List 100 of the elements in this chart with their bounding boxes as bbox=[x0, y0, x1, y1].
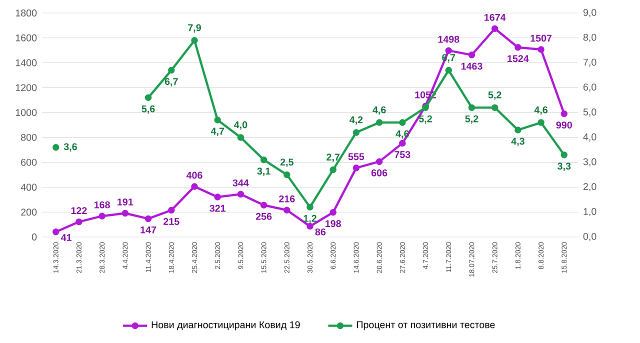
data-label: 168 bbox=[94, 201, 110, 208]
point bbox=[191, 183, 198, 190]
point bbox=[491, 25, 498, 32]
point bbox=[284, 171, 290, 178]
legend-label: Процент от позитивни тестове bbox=[356, 321, 495, 330]
data-label: 5,6 bbox=[142, 105, 155, 114]
data-label: 1463 bbox=[461, 62, 482, 70]
point bbox=[306, 204, 314, 211]
point bbox=[237, 134, 244, 141]
y-tick-label: 0 bbox=[32, 234, 37, 240]
point bbox=[260, 156, 268, 164]
point bbox=[52, 144, 60, 151]
point bbox=[168, 206, 175, 214]
data-label: 4,6 bbox=[534, 106, 548, 115]
y2-tick-label: 5,0 bbox=[583, 108, 596, 117]
point bbox=[168, 66, 175, 74]
point bbox=[538, 119, 544, 126]
data-label: 4,6 bbox=[372, 106, 386, 115]
point bbox=[237, 190, 244, 198]
data-label: 4,2 bbox=[350, 116, 363, 125]
point bbox=[468, 52, 476, 58]
data-label: 41 bbox=[60, 234, 72, 241]
data-label: 216 bbox=[279, 195, 295, 202]
point bbox=[330, 208, 336, 216]
y-tick-label: 400 bbox=[20, 184, 37, 191]
y2-tick-label: 4,0 bbox=[583, 133, 596, 142]
point bbox=[214, 116, 221, 124]
y-tick-label: 200 bbox=[21, 208, 37, 216]
point bbox=[445, 66, 452, 74]
data-label: 4,3 bbox=[511, 138, 524, 146]
data-label: 86 bbox=[315, 228, 326, 236]
point bbox=[491, 104, 498, 111]
data-label: 215 bbox=[164, 218, 180, 225]
data-label: 5,2 bbox=[465, 115, 478, 124]
legend-label: Нови диагностицирани Ковид 19 bbox=[152, 321, 300, 330]
data-label: 606 bbox=[371, 169, 388, 176]
data-label: 990 bbox=[556, 122, 572, 129]
point bbox=[514, 44, 522, 51]
point bbox=[330, 166, 336, 174]
data-label: 1,2 bbox=[304, 214, 316, 224]
data-label: 198 bbox=[326, 220, 341, 228]
data-label: 3,1 bbox=[257, 168, 270, 176]
data-label: 1524 bbox=[508, 55, 529, 62]
data-label: 4,7 bbox=[210, 128, 224, 136]
y2-tick-label: 3,0 bbox=[583, 158, 596, 166]
y2-tick-label: 9,0 bbox=[583, 8, 596, 18]
point bbox=[352, 129, 360, 136]
point bbox=[76, 218, 82, 226]
data-label: 4,0 bbox=[234, 121, 248, 130]
y2-tick-label: 0,0 bbox=[583, 232, 596, 242]
data-label: 3,6 bbox=[64, 143, 77, 152]
y-tick-label: 800 bbox=[21, 134, 37, 141]
y-tick-label: 1400 bbox=[16, 59, 37, 66]
y-tick-label: 1200 bbox=[16, 84, 37, 92]
point bbox=[122, 210, 129, 217]
data-label: 147 bbox=[140, 226, 156, 234]
data-label: 191 bbox=[118, 198, 134, 206]
point bbox=[144, 215, 152, 222]
data-label: 1507 bbox=[530, 34, 552, 42]
point bbox=[399, 119, 406, 126]
point bbox=[284, 206, 290, 214]
point bbox=[514, 126, 522, 134]
y2-tick-label: 1,0 bbox=[584, 208, 596, 216]
data-label: 2,7 bbox=[326, 154, 340, 162]
data-label: 6,7 bbox=[164, 78, 178, 86]
point bbox=[376, 119, 383, 126]
point bbox=[538, 46, 544, 53]
point bbox=[352, 164, 360, 172]
point bbox=[260, 202, 268, 209]
data-label: 555 bbox=[348, 153, 364, 160]
point bbox=[468, 104, 476, 111]
data-label: 122 bbox=[71, 207, 87, 214]
point bbox=[52, 228, 60, 236]
data-label: 1674 bbox=[484, 14, 506, 21]
y-tick-label: 1600 bbox=[16, 34, 37, 42]
data-label: 5,2 bbox=[488, 91, 502, 100]
y-tick-label: 600 bbox=[21, 158, 37, 166]
point bbox=[376, 158, 383, 165]
data-label: 3,3 bbox=[558, 162, 571, 172]
data-label: 344 bbox=[232, 179, 249, 186]
point bbox=[214, 194, 221, 200]
y2-tick-label: 8,0 bbox=[583, 34, 596, 42]
point bbox=[560, 110, 568, 118]
y2-tick-label: 6,0 bbox=[583, 84, 596, 92]
point bbox=[560, 151, 568, 158]
point bbox=[144, 94, 152, 101]
data-label: 256 bbox=[256, 212, 272, 220]
y2-tick-label: 7,0 bbox=[583, 58, 596, 67]
point bbox=[399, 140, 406, 147]
point bbox=[98, 212, 106, 220]
data-label: 5,2 bbox=[418, 115, 432, 124]
y2-tick-label: 2,0 bbox=[583, 183, 596, 192]
y-tick-label: 1000 bbox=[16, 109, 37, 116]
point bbox=[191, 37, 198, 44]
data-label: 1498 bbox=[438, 36, 460, 43]
data-label: 2,5 bbox=[280, 158, 294, 167]
y-tick-label: 1800 bbox=[16, 10, 37, 16]
data-label: 753 bbox=[394, 151, 410, 158]
data-label: 406 bbox=[186, 172, 202, 179]
data-label: 7,9 bbox=[188, 24, 201, 33]
